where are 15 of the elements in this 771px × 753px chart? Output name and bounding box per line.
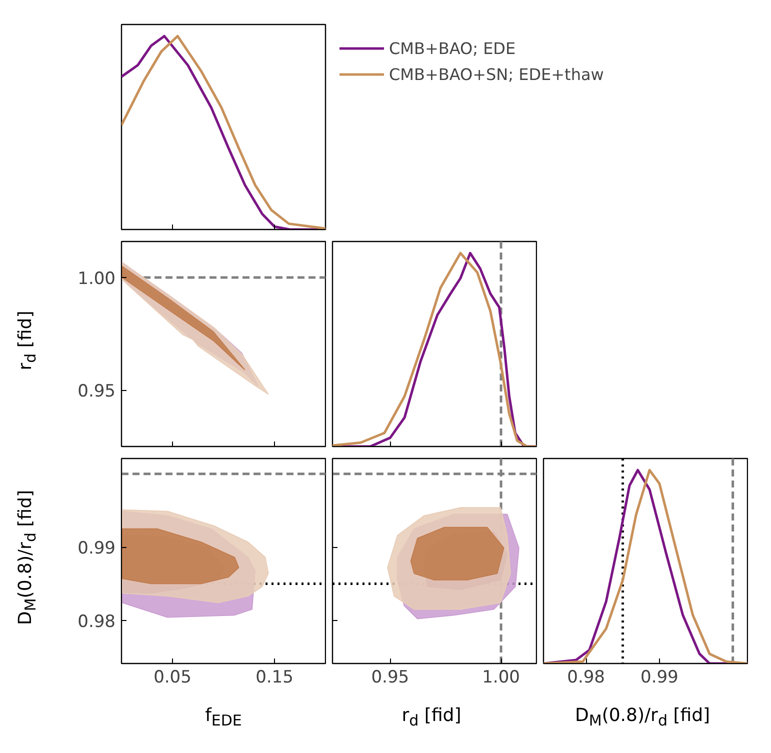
legend-label: CMB+BAO+SN; EDE+thaw (389, 64, 604, 84)
y-tick-label: 0.95 (78, 382, 116, 402)
x-axis-title: D$_{M}$(0.8)/r$_{d}$ [fid] (574, 704, 712, 732)
x-axis-title: f$_{EDE}$ (204, 704, 243, 732)
legend-label: CMB+BAO; EDE (389, 38, 516, 58)
x-tick-label: 0.99 (640, 668, 678, 688)
x-tick-label: 1.00 (482, 668, 520, 688)
x-tick-label: 0.15 (256, 668, 294, 688)
x-tick-label: 0.05 (154, 668, 192, 688)
x-axis-title: r$_{d}$ [fid] (400, 704, 462, 732)
x-tick-label: 0.98 (567, 668, 605, 688)
y-tick-label: 0.98 (78, 612, 116, 632)
y-tick-label: 1.00 (78, 269, 116, 290)
y-tick-label: 0.99 (78, 538, 116, 559)
x-tick-label: 0.95 (371, 668, 410, 688)
